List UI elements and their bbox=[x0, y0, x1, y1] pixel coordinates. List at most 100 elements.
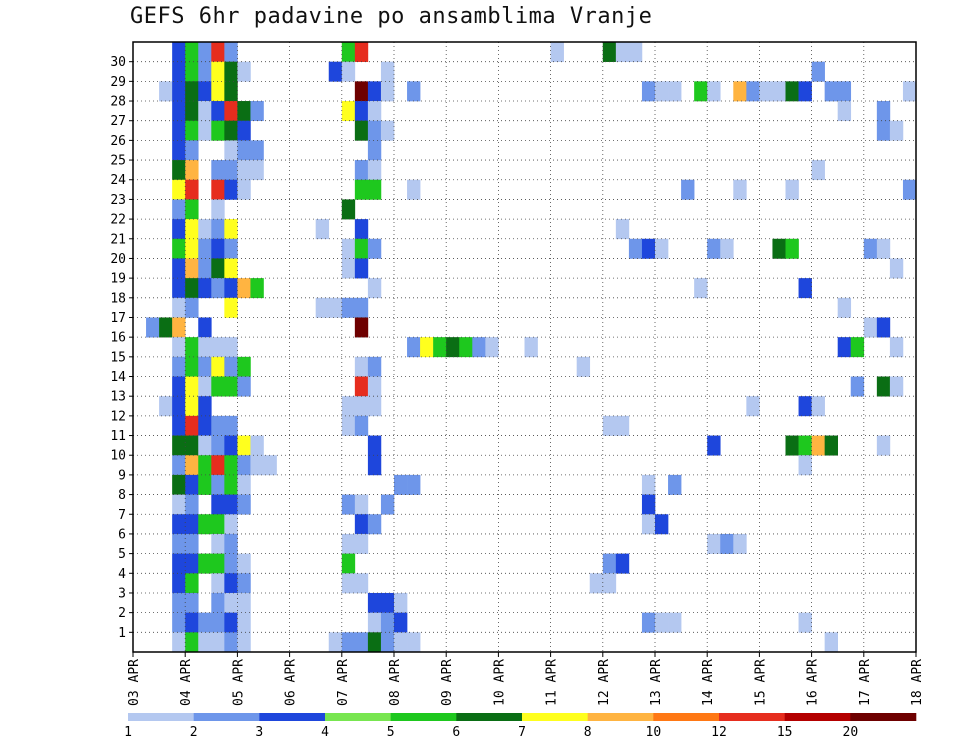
y-tick-label: 6 bbox=[118, 527, 126, 542]
ensemble-cell bbox=[172, 160, 186, 181]
ensemble-cell bbox=[172, 317, 186, 338]
ensemble-cell bbox=[459, 337, 473, 358]
ensemble-cell bbox=[172, 632, 186, 653]
ensemble-cell bbox=[172, 120, 186, 141]
ensemble-cell bbox=[250, 160, 264, 181]
colorbar-label: 5 bbox=[387, 725, 395, 740]
ensemble-cell bbox=[367, 278, 382, 299]
ensemble-cell bbox=[380, 81, 395, 102]
ensemble-cell bbox=[641, 81, 656, 102]
ensemble-cell bbox=[250, 435, 264, 456]
colorbar-swatch bbox=[653, 713, 720, 721]
ensemble-cell bbox=[602, 415, 617, 436]
ensemble-cell bbox=[341, 553, 356, 574]
ensemble-cell bbox=[798, 435, 812, 456]
ensemble-cell bbox=[824, 81, 838, 102]
colorbar-swatch bbox=[390, 713, 457, 721]
ensemble-cell bbox=[237, 573, 251, 594]
ensemble-cell bbox=[380, 592, 395, 613]
x-tick-label: 08 APR bbox=[388, 659, 403, 706]
ensemble-cell bbox=[602, 42, 617, 62]
ensemble-cell bbox=[237, 455, 251, 476]
ensemble-cell bbox=[237, 278, 251, 299]
ensemble-cell bbox=[628, 42, 643, 62]
ensemble-cell bbox=[876, 238, 891, 259]
ensemble-cell bbox=[850, 337, 865, 358]
ensemble-cell bbox=[185, 258, 199, 279]
ensemble-cell bbox=[198, 238, 212, 259]
ensemble-cell bbox=[198, 337, 212, 358]
y-tick-label: 8 bbox=[118, 488, 126, 503]
x-tick-label: 07 APR bbox=[336, 659, 351, 706]
y-tick-label: 21 bbox=[110, 232, 126, 247]
ensemble-cell bbox=[367, 101, 382, 122]
ensemble-cell bbox=[615, 553, 630, 574]
ensemble-cell bbox=[211, 219, 225, 240]
ensemble-cell bbox=[185, 435, 199, 456]
ensemble-cell bbox=[889, 258, 904, 279]
ensemble-cell bbox=[185, 101, 199, 122]
ensemble-cell bbox=[720, 238, 734, 259]
x-tick-label: 10 APR bbox=[492, 659, 507, 706]
y-tick-label: 20 bbox=[110, 252, 126, 267]
ensemble-cell bbox=[889, 376, 904, 397]
ensemble-cell bbox=[185, 140, 199, 161]
ensemble-cell bbox=[237, 356, 251, 377]
ensemble-cell bbox=[354, 42, 369, 62]
colorbar-label: 6 bbox=[452, 725, 460, 740]
colorbar-swatch bbox=[128, 713, 194, 721]
ensemble-cell bbox=[250, 455, 264, 476]
ensemble-cell bbox=[759, 81, 773, 102]
ensemble-cell bbox=[341, 61, 356, 82]
ensemble-cell bbox=[172, 258, 186, 279]
y-tick-label: 22 bbox=[110, 213, 126, 228]
ensemble-cell bbox=[367, 632, 382, 653]
ensemble-cell bbox=[798, 396, 812, 417]
colorbar-label: 20 bbox=[843, 725, 859, 740]
ensemble-cell bbox=[407, 81, 421, 102]
ensemble-cell bbox=[655, 238, 669, 259]
ensemble-cell bbox=[224, 356, 238, 377]
colorbar-swatch bbox=[850, 713, 917, 721]
ensemble-cell bbox=[185, 494, 199, 515]
ensemble-cell bbox=[733, 179, 747, 200]
ensemble-cell bbox=[224, 258, 238, 279]
ensemble-cell bbox=[198, 632, 212, 653]
ensemble-cell bbox=[185, 199, 199, 220]
ensemble-cell bbox=[798, 455, 812, 476]
x-tick-label: 13 APR bbox=[649, 659, 664, 706]
ensemble-cell bbox=[237, 474, 251, 495]
colorbar-label: 12 bbox=[711, 725, 727, 740]
ensemble-cell bbox=[367, 120, 382, 141]
ensemble-cell bbox=[224, 592, 238, 613]
ensemble-cell bbox=[159, 317, 173, 338]
ensemble-cell bbox=[615, 219, 630, 240]
ensemble-cell bbox=[237, 160, 251, 181]
ensemble-cell bbox=[172, 415, 186, 436]
y-tick-label: 7 bbox=[118, 508, 126, 523]
ensemble-cell bbox=[733, 81, 747, 102]
ensemble-cell bbox=[655, 612, 669, 633]
ensemble-cell bbox=[172, 297, 186, 318]
ensemble-cell bbox=[785, 179, 799, 200]
colorbar-label: 10 bbox=[646, 725, 662, 740]
ensemble-cell bbox=[889, 120, 904, 141]
y-tick-label: 15 bbox=[110, 350, 126, 365]
ensemble-cell bbox=[185, 396, 199, 417]
ensemble-cell bbox=[185, 573, 199, 594]
ensemble-cell bbox=[354, 101, 369, 122]
ensemble-cell bbox=[172, 396, 186, 417]
ensemble-cell bbox=[876, 317, 891, 338]
ensemble-cell bbox=[224, 435, 238, 456]
ensemble-cell bbox=[198, 101, 212, 122]
ensemble-cell bbox=[172, 219, 186, 240]
ensemble-cell bbox=[876, 120, 891, 141]
y-tick-label: 5 bbox=[118, 547, 126, 562]
y-tick-label: 30 bbox=[110, 55, 126, 70]
ensemble-cell bbox=[707, 435, 721, 456]
ensemble-cell bbox=[341, 297, 356, 318]
ensemble-cell bbox=[367, 356, 382, 377]
colorbar-label: 3 bbox=[255, 725, 263, 740]
y-tick-label: 9 bbox=[118, 468, 126, 483]
ensemble-cell bbox=[837, 297, 852, 318]
